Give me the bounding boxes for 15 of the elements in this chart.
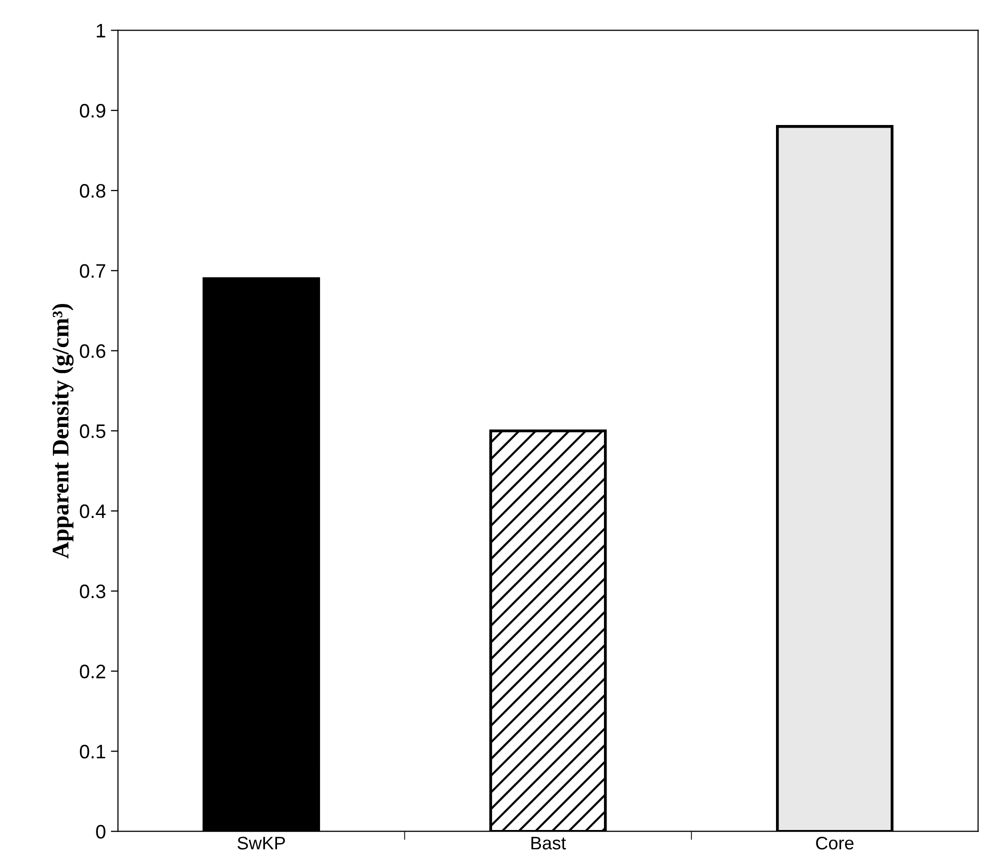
y-tick-label: 0.8 — [80, 184, 106, 198]
y-tick-label: 0 — [96, 824, 106, 839]
y-tick-label: 0.4 — [80, 504, 106, 518]
y-tick-label: 0.7 — [80, 264, 106, 278]
x-tick-label: Core — [816, 836, 854, 850]
y-tick-label: 0.9 — [80, 104, 106, 118]
y-tick-label: 1 — [96, 24, 106, 38]
x-tick-label: Bast — [531, 836, 566, 850]
y-tick-label: 0.2 — [80, 664, 106, 678]
y-tick-label: 0.5 — [80, 424, 106, 438]
y-tick-label: 0.3 — [80, 584, 106, 598]
y-tick-label: 0.6 — [80, 344, 106, 358]
y-tick-label: 0.1 — [80, 744, 106, 758]
y-axis-title: Apparent Density (g/cm³) — [52, 304, 74, 559]
x-tick-label: SwKP — [238, 836, 285, 850]
